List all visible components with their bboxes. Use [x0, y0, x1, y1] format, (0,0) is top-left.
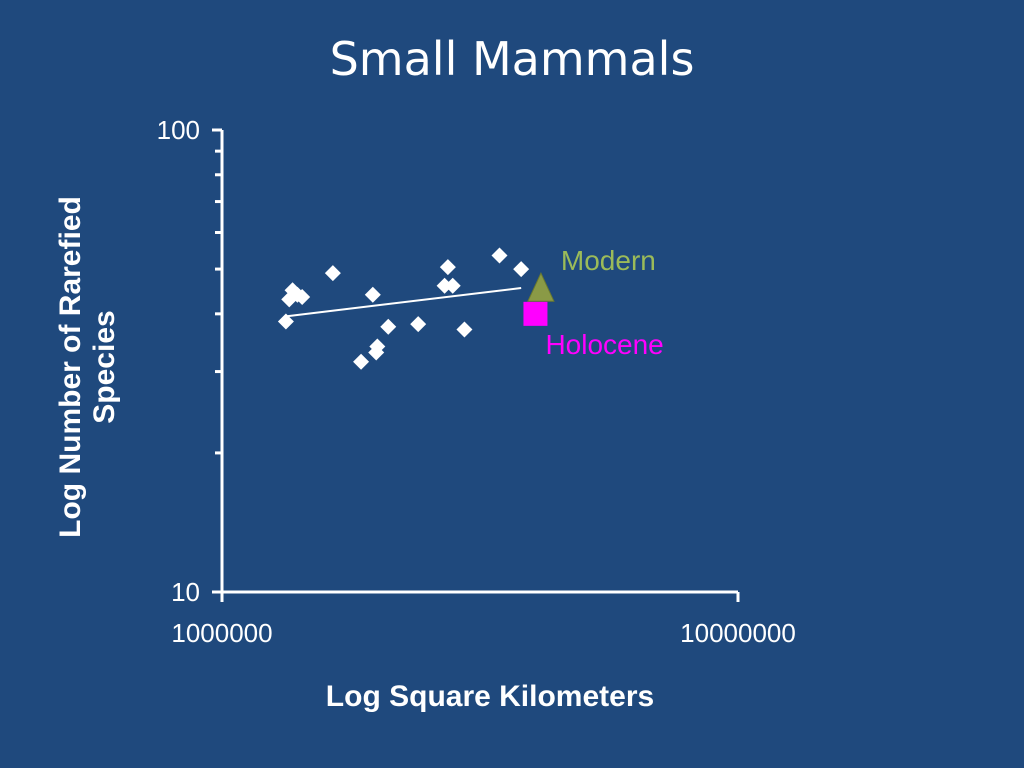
x-tick-label: 1000000	[171, 618, 272, 648]
data-point-diamond	[410, 316, 427, 333]
modern-label: Modern	[561, 245, 656, 276]
data-point-diamond	[491, 247, 508, 264]
y-tick-label: 100	[157, 115, 200, 145]
trendline	[285, 287, 522, 318]
holocene-label: Holocene	[545, 329, 663, 360]
chart-title: Small Mammals	[329, 32, 695, 86]
data-point-diamond	[456, 321, 473, 338]
data-point-diamond	[277, 313, 294, 330]
data-point-diamond	[324, 265, 341, 282]
data-point-diamond	[439, 259, 456, 276]
x-tick-label: 10000000	[680, 618, 796, 648]
data-point-diamond	[436, 277, 453, 294]
y-axis-label: Log Number of Rarefied Species	[54, 157, 122, 577]
y-axis-label-line-2: Species	[88, 310, 121, 424]
y-axis-label-line-1: Log Number of Rarefied	[54, 196, 87, 538]
data-point-diamond	[353, 353, 370, 370]
data-point-diamond	[513, 261, 530, 278]
holocene-point-square	[523, 301, 548, 326]
y-tick-label: 10	[171, 577, 200, 607]
data-point-diamond	[369, 338, 386, 355]
data-point-diamond	[444, 277, 461, 294]
data-point-diamond	[364, 286, 381, 303]
data-point-diamond	[294, 289, 311, 306]
modern-point-triangle	[527, 272, 555, 302]
data-point-diamond	[380, 318, 397, 335]
x-axis-label: Log Square Kilometers	[325, 680, 655, 713]
